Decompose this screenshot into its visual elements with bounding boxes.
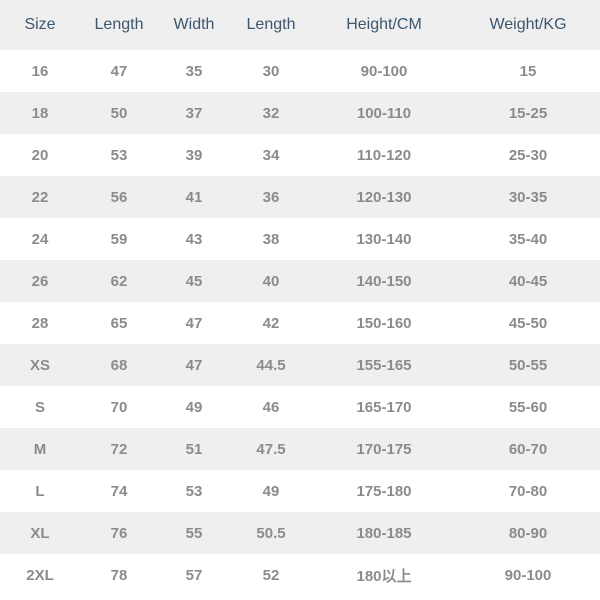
table-cell: 70-80 xyxy=(456,470,600,512)
table-cell: 49 xyxy=(230,470,312,512)
table-cell: 72 xyxy=(80,428,158,470)
table-cell: 43 xyxy=(158,218,230,260)
table-cell: 18 xyxy=(0,92,80,134)
table-cell: 180-185 xyxy=(312,512,456,554)
table-cell: 70 xyxy=(80,386,158,428)
table-cell: 28 xyxy=(0,302,80,344)
table-cell: 2XL xyxy=(0,554,80,596)
table-cell: S xyxy=(0,386,80,428)
table-cell: 45-50 xyxy=(456,302,600,344)
table-row: S704946165-17055-60 xyxy=(0,386,600,428)
table-cell: 53 xyxy=(158,470,230,512)
table-row: 20533934110-12025-30 xyxy=(0,134,600,176)
table-cell: 16 xyxy=(0,50,80,92)
table-cell: 45 xyxy=(158,260,230,302)
table-row: L745349175-18070-80 xyxy=(0,470,600,512)
col-header-length2: Length xyxy=(230,0,312,50)
table-cell: 15 xyxy=(456,50,600,92)
table-cell: 68 xyxy=(80,344,158,386)
table-cell: L xyxy=(0,470,80,512)
table-cell: 57 xyxy=(158,554,230,596)
table-cell: 150-160 xyxy=(312,302,456,344)
table-cell: 65 xyxy=(80,302,158,344)
table-cell: 76 xyxy=(80,512,158,554)
table-cell: 44.5 xyxy=(230,344,312,386)
table-cell: 25-30 xyxy=(456,134,600,176)
table-cell: 130-140 xyxy=(312,218,456,260)
table-row: XS684744.5155-16550-55 xyxy=(0,344,600,386)
table-cell: 60-70 xyxy=(456,428,600,470)
table-row: XL765550.5180-18580-90 xyxy=(0,512,600,554)
table-cell: 47 xyxy=(158,344,230,386)
table-cell: 90-100 xyxy=(456,554,600,596)
table-cell: 59 xyxy=(80,218,158,260)
col-header-length1: Length xyxy=(80,0,158,50)
table-cell: 40-45 xyxy=(456,260,600,302)
table-cell: 180以上 xyxy=(312,554,456,596)
table-cell: 78 xyxy=(80,554,158,596)
table-cell: 74 xyxy=(80,470,158,512)
table-cell: XL xyxy=(0,512,80,554)
table-cell: 90-100 xyxy=(312,50,456,92)
table-row: 22564136120-13030-35 xyxy=(0,176,600,218)
table-cell: 165-170 xyxy=(312,386,456,428)
table-cell: XS xyxy=(0,344,80,386)
table-cell: 140-150 xyxy=(312,260,456,302)
table-cell: 62 xyxy=(80,260,158,302)
table-cell: 20 xyxy=(0,134,80,176)
table-cell: 50-55 xyxy=(456,344,600,386)
table-cell: 56 xyxy=(80,176,158,218)
table-row: 24594338130-14035-40 xyxy=(0,218,600,260)
table-row: 2XL785752180以上90-100 xyxy=(0,554,600,596)
table-cell: 36 xyxy=(230,176,312,218)
table-cell: 110-120 xyxy=(312,134,456,176)
table-cell: 80-90 xyxy=(456,512,600,554)
size-chart-table: Size Length Width Length Height/CM Weigh… xyxy=(0,0,600,596)
table-cell: 50 xyxy=(80,92,158,134)
table-cell: 47.5 xyxy=(230,428,312,470)
table-cell: 52 xyxy=(230,554,312,596)
table-cell: 35-40 xyxy=(456,218,600,260)
table-cell: 47 xyxy=(158,302,230,344)
table-cell: 51 xyxy=(158,428,230,470)
table-cell: 38 xyxy=(230,218,312,260)
table-cell: 32 xyxy=(230,92,312,134)
table-cell: 40 xyxy=(230,260,312,302)
table-cell: 34 xyxy=(230,134,312,176)
table-row: 18503732100-11015-25 xyxy=(0,92,600,134)
table-cell: 120-130 xyxy=(312,176,456,218)
table-cell: 49 xyxy=(158,386,230,428)
table-cell: 55 xyxy=(158,512,230,554)
table-cell: 15-25 xyxy=(456,92,600,134)
table-cell: 50.5 xyxy=(230,512,312,554)
table-cell: M xyxy=(0,428,80,470)
table-cell: 30 xyxy=(230,50,312,92)
table-cell: 41 xyxy=(158,176,230,218)
table-cell: 24 xyxy=(0,218,80,260)
table-row: 1647353090-10015 xyxy=(0,50,600,92)
table-cell: 55-60 xyxy=(456,386,600,428)
table-header-row: Size Length Width Length Height/CM Weigh… xyxy=(0,0,600,50)
col-header-width: Width xyxy=(158,0,230,50)
table-cell: 39 xyxy=(158,134,230,176)
col-header-height: Height/CM xyxy=(312,0,456,50)
table-cell: 100-110 xyxy=(312,92,456,134)
table-cell: 26 xyxy=(0,260,80,302)
table-cell: 42 xyxy=(230,302,312,344)
table-cell: 175-180 xyxy=(312,470,456,512)
table-cell: 47 xyxy=(80,50,158,92)
table-cell: 22 xyxy=(0,176,80,218)
table-row: 28654742150-16045-50 xyxy=(0,302,600,344)
table-row: 26624540140-15040-45 xyxy=(0,260,600,302)
col-header-weight: Weight/KG xyxy=(456,0,600,50)
table-row: M725147.5170-17560-70 xyxy=(0,428,600,470)
table-cell: 37 xyxy=(158,92,230,134)
table-cell: 46 xyxy=(230,386,312,428)
col-header-size: Size xyxy=(0,0,80,50)
table-cell: 155-165 xyxy=(312,344,456,386)
table-cell: 53 xyxy=(80,134,158,176)
table-cell: 35 xyxy=(158,50,230,92)
table-cell: 170-175 xyxy=(312,428,456,470)
table-cell: 30-35 xyxy=(456,176,600,218)
